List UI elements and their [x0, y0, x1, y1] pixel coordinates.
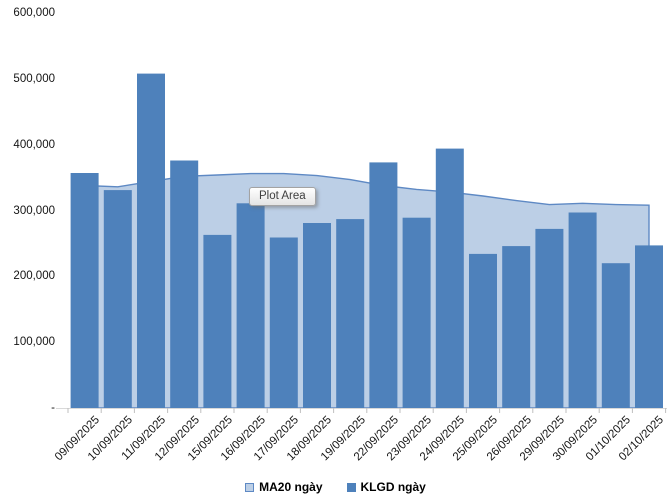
y-tick-label: 400,000: [13, 138, 55, 151]
volume-bar-23/09/2025[interactable]: [402, 217, 431, 408]
y-tick-label: 500,000: [13, 72, 55, 85]
volume-bar-25/09/2025[interactable]: [469, 253, 497, 408]
y-tick-label: 100,000: [13, 336, 55, 349]
legend-item-ma20[interactable]: MA20 ngày: [245, 480, 323, 494]
volume-bar-15/09/2025[interactable]: [203, 234, 232, 408]
volume-bar-17/09/2025[interactable]: [269, 237, 298, 409]
ma20-legend-swatch: [245, 482, 255, 492]
volume-bar-01/10/2025[interactable]: [601, 263, 630, 408]
plot-area-tooltip: Plot Area: [249, 187, 316, 206]
y-tick-label: -: [51, 402, 55, 414]
volume-bar-10/09/2025[interactable]: [103, 190, 132, 408]
y-tick-label: 600,000: [13, 7, 55, 19]
y-tick-label: 200,000: [13, 270, 55, 283]
ma20-area-series[interactable]: [83, 172, 650, 409]
volume-bar-18/09/2025[interactable]: [303, 223, 331, 408]
klgd-legend-label: KLGD ngày: [360, 480, 426, 494]
volume-bar-09/09/2025[interactable]: [70, 173, 99, 408]
volume-bar-02/10/2025[interactable]: [635, 245, 663, 408]
volume-bar-19/09/2025[interactable]: [336, 219, 365, 408]
volume-bar-16/09/2025[interactable]: [236, 203, 265, 408]
volume-bar-12/09/2025[interactable]: [170, 160, 199, 409]
chart-legend: MA20 ngày KLGD ngày: [0, 480, 671, 494]
y-tick-label: 300,000: [13, 204, 55, 217]
ma20-legend-label: MA20 ngày: [259, 480, 323, 494]
volume-bar-26/09/2025[interactable]: [502, 246, 531, 408]
volume-bar-22/09/2025[interactable]: [369, 162, 398, 408]
volume-bar-24/09/2025[interactable]: [435, 148, 464, 408]
volume-bar-30/09/2025[interactable]: [568, 212, 597, 409]
volume-bar-11/09/2025[interactable]: [137, 73, 165, 408]
klgd-legend-swatch: [346, 482, 356, 492]
legend-item-klgd[interactable]: KLGD ngày: [346, 480, 426, 494]
volume-bar-29/09/2025[interactable]: [535, 228, 564, 408]
